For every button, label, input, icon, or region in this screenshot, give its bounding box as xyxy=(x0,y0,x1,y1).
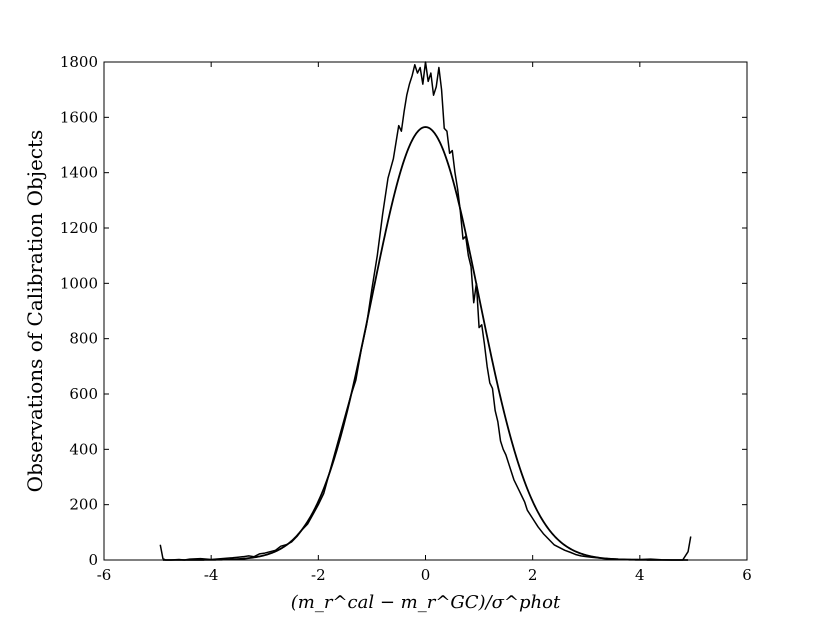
series-layer xyxy=(159,61,692,561)
y-tick-label: 0 xyxy=(88,551,98,569)
histogram-line xyxy=(159,61,692,561)
y-tick-label: 600 xyxy=(69,385,98,403)
y-tick-label: 200 xyxy=(69,496,98,514)
y-ticks: 0 200 400 600 800 1000 1200 1400 1600 1800 xyxy=(60,53,747,569)
x-tick-label: 0 xyxy=(421,566,431,584)
x-tick-label: -6 xyxy=(97,566,112,584)
x-tick-label: 6 xyxy=(742,566,752,584)
y-tick-label: 1800 xyxy=(60,53,98,71)
y-tick-label: 800 xyxy=(69,330,98,348)
y-tick-label: 1400 xyxy=(60,164,98,182)
y-tick-label: 400 xyxy=(69,440,98,458)
gaussian-fit-line xyxy=(162,126,689,561)
x-tick-label: 4 xyxy=(635,566,645,584)
y-axis-title: Observations of Calibration Objects xyxy=(23,130,47,493)
y-tick-label: 1200 xyxy=(60,219,98,237)
y-tick-label: 1600 xyxy=(60,108,98,126)
x-ticks: -6 -4 -2 0 2 4 6 xyxy=(97,62,752,584)
x-axis-title: (m_r^cal − m_r^GC)/σ^phot xyxy=(291,592,561,613)
y-tick-label: 1000 xyxy=(60,274,98,292)
x-tick-label: -4 xyxy=(204,566,219,584)
x-tick-label: 2 xyxy=(528,566,538,584)
plot-frame xyxy=(103,61,748,561)
x-tick-label: -2 xyxy=(311,566,326,584)
